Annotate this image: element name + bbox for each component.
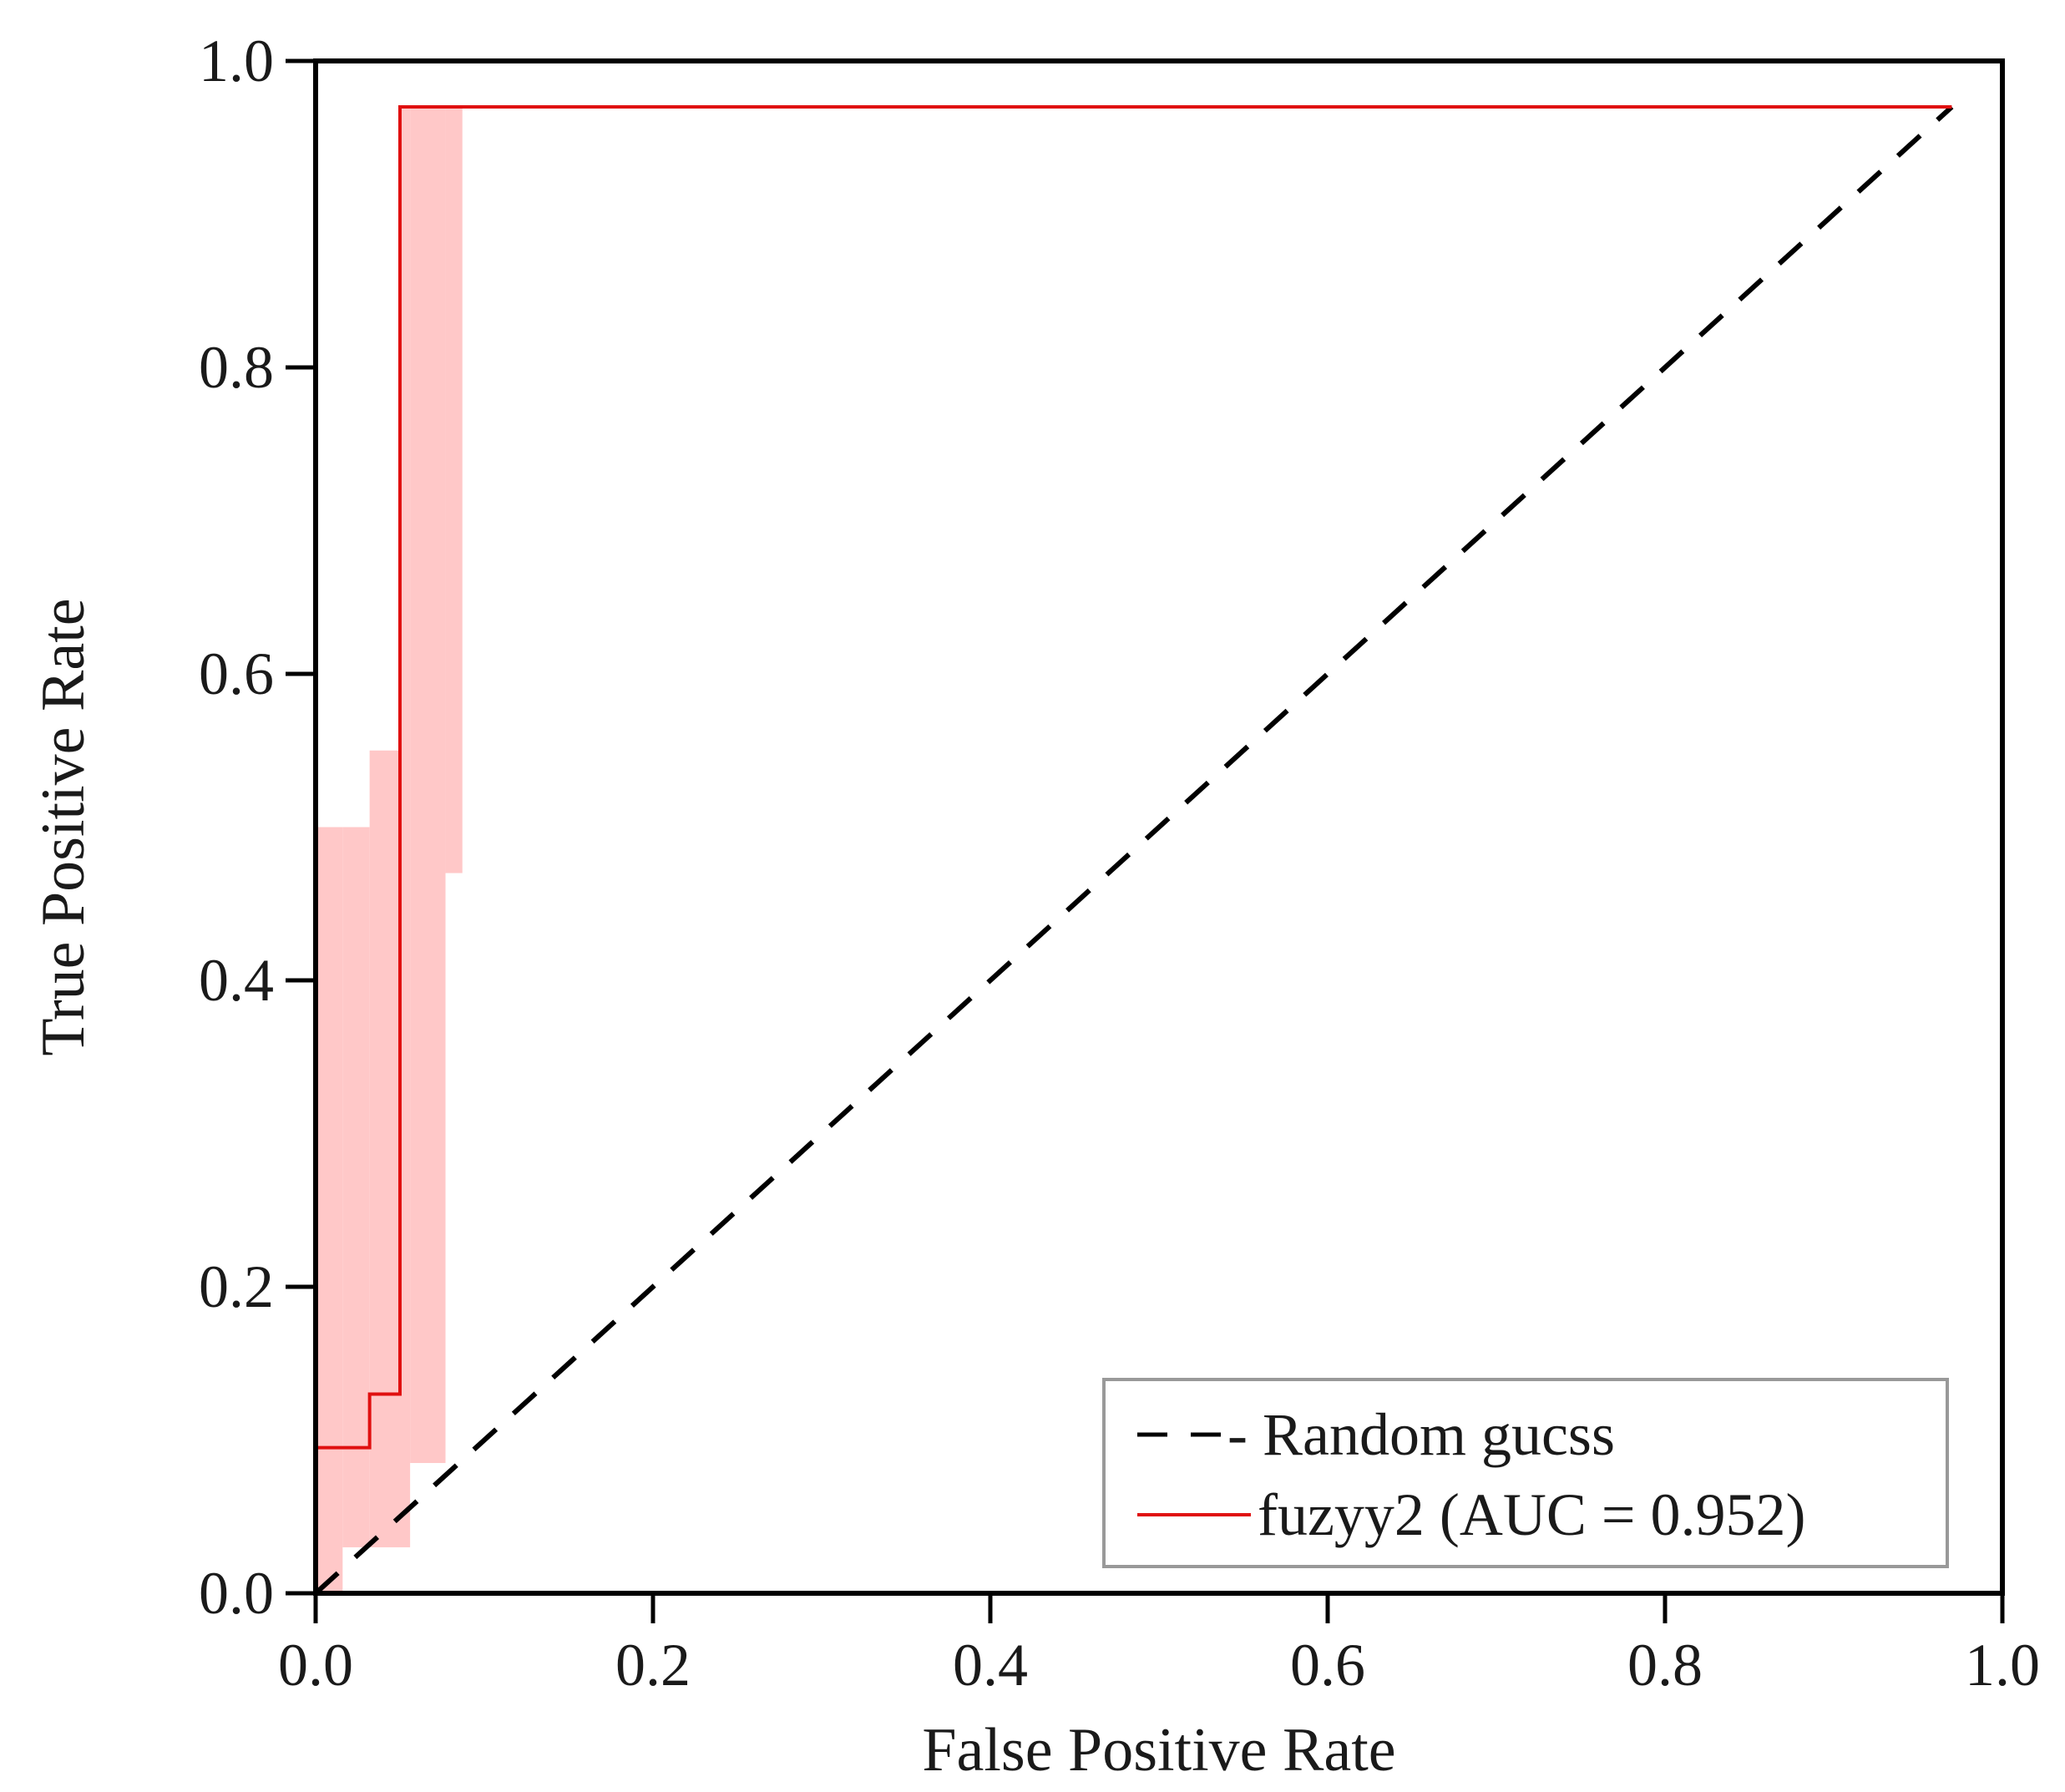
confidence-band-segment — [410, 107, 446, 1464]
confidence-band-segment — [445, 107, 463, 873]
x-tick-label: 0.4 — [953, 1632, 1028, 1698]
legend-box — [1102, 1378, 1949, 1568]
y-tick-label: 0.6 — [199, 640, 274, 707]
y-tick-label: 0.2 — [199, 1253, 274, 1320]
x-tick-label: 0.6 — [1290, 1632, 1365, 1698]
x-tick-label: 0.8 — [1627, 1632, 1703, 1698]
legend-label-random-guess: - Random gucss — [1227, 1401, 1615, 1468]
x-tick-label: 0.0 — [278, 1632, 353, 1698]
confidence-band-segment — [400, 107, 411, 1547]
roc-curve-line — [316, 105, 1952, 1450]
confidence-band — [316, 107, 463, 1593]
random-guess-series — [313, 104, 1954, 1596]
x-tick-label: 1.0 — [1965, 1632, 2040, 1698]
confidence-band-segment — [369, 750, 400, 1547]
y-axis-ticks: 0.0 0.2 0.4 0.6 0.8 1.0 — [199, 28, 316, 1627]
y-tick-label: 0.4 — [199, 947, 274, 1014]
plot-frame — [313, 58, 2005, 1596]
confidence-band-segment — [316, 827, 343, 1593]
legend-label-roc-curve: fuzyy2 (AUC = 0.952) — [1258, 1481, 1806, 1548]
x-tick-label: 0.2 — [615, 1632, 691, 1698]
x-axis-ticks: 0.0 0.2 0.4 0.6 0.8 1.0 — [278, 1593, 2040, 1698]
y-axis-title: True Positive Rate — [29, 598, 98, 1055]
y-tick-label: 0.0 — [199, 1560, 274, 1627]
y-tick-label: 0.8 — [199, 334, 274, 401]
random-guess-line — [313, 104, 1954, 1596]
y-tick-label: 1.0 — [199, 28, 274, 94]
x-axis-title: False Positive Rate — [922, 1716, 1395, 1784]
roc-curve-series — [316, 105, 1952, 1450]
legend: - Random gucss fuzyy2 (AUC = 0.952) — [1102, 1378, 1949, 1568]
confidence-band-segment — [342, 827, 370, 1547]
